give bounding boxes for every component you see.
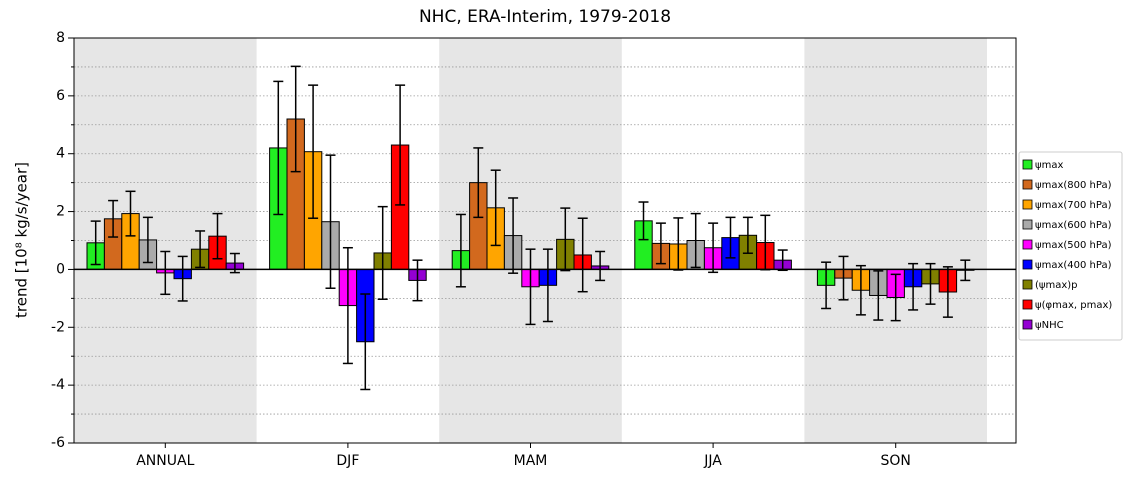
- y-tick-label: 8: [56, 30, 65, 46]
- legend-label: (ψmax)p: [1035, 280, 1078, 291]
- plot-frame: [73, 37, 1017, 444]
- legend-label: ψmax(600 hPa): [1035, 220, 1112, 231]
- legend-box: [1018, 151, 1123, 341]
- x-tick-label: JJA: [703, 453, 722, 469]
- legend-swatch: [1022, 179, 1033, 190]
- y-tick-label: 6: [56, 88, 65, 104]
- legend-label: ψmax(800 hPa): [1035, 180, 1112, 191]
- x-tick-label: SON: [881, 453, 911, 469]
- legend-swatch: [1022, 259, 1033, 270]
- y-tick-label: 0: [56, 261, 65, 277]
- x-tick-label: MAM: [514, 453, 548, 469]
- y-tick-label: -2: [51, 319, 65, 335]
- legend-label: ψmax(700 hPa): [1035, 200, 1112, 211]
- y-tick-label: -6: [51, 435, 65, 451]
- y-tick-label: -4: [51, 377, 65, 393]
- chart-title: NHC, ERA-Interim, 1979-2018: [419, 7, 671, 27]
- legend-swatch: [1022, 219, 1033, 230]
- legend-label: ψ(φmax, pmax): [1035, 300, 1112, 311]
- legend-swatch: [1022, 279, 1033, 290]
- legend-label: ψNHC: [1035, 320, 1064, 331]
- legend-swatch: [1022, 319, 1033, 330]
- legend-swatch: [1022, 159, 1033, 170]
- legend-label: ψmax(500 hPa): [1035, 240, 1112, 251]
- y-axis-label: trend [10⁸ kg/s/year]: [13, 162, 31, 318]
- y-tick-label: 2: [56, 204, 65, 220]
- legend-label: ψmax(400 hPa): [1035, 260, 1112, 271]
- legend-label: ψmax: [1035, 160, 1063, 171]
- legend-swatch: [1022, 239, 1033, 250]
- legend-swatch: [1022, 199, 1033, 210]
- x-tick-label: ANNUAL: [136, 453, 194, 469]
- legend-swatch: [1022, 299, 1033, 310]
- y-tick-label: 4: [56, 146, 65, 162]
- x-tick-label: DJF: [336, 453, 359, 469]
